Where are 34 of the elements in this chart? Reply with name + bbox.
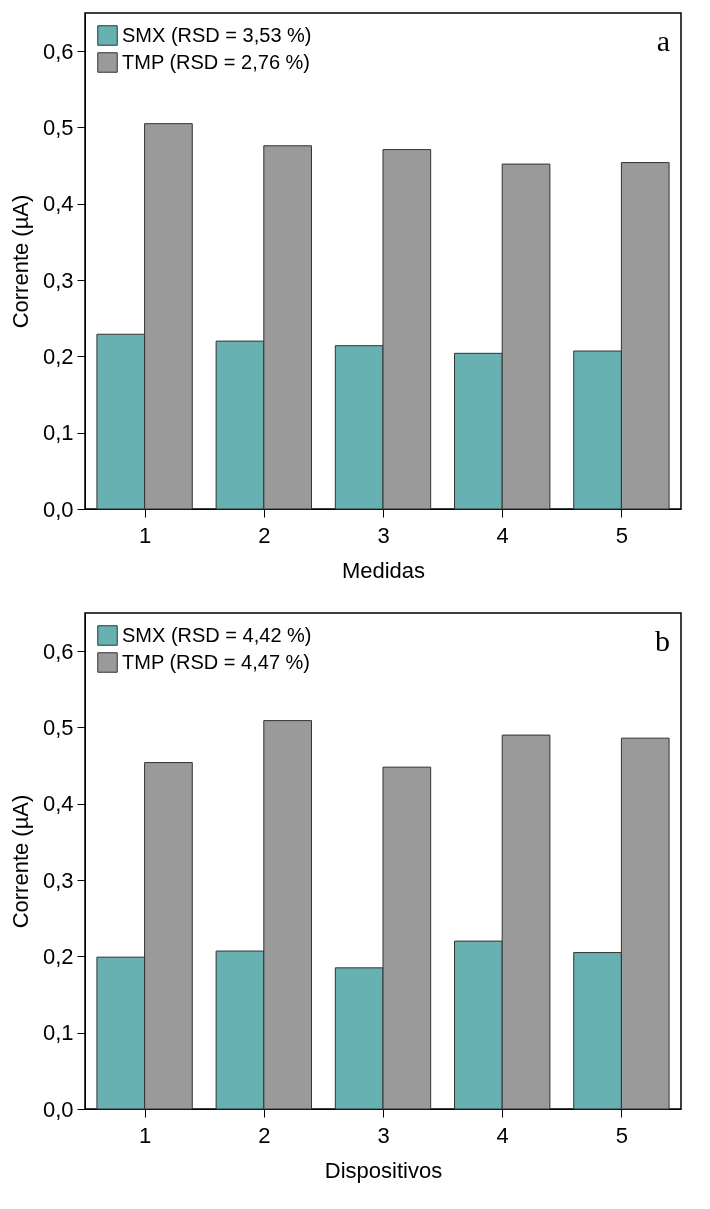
y-tick-label: 0,0 (42, 496, 74, 522)
legend-label: TMP (RSD = 2,76 %) (122, 50, 311, 73)
y-tick-label: 0,4 (42, 191, 74, 217)
y-tick-label: 0,3 (42, 867, 74, 893)
x-axis-title: Medidas (341, 557, 426, 583)
y-tick-label: 0,5 (42, 714, 74, 740)
annotation: a (656, 24, 670, 57)
x-tick-label: 4 (496, 1122, 509, 1148)
y-tick-label: 0,1 (42, 1020, 74, 1046)
legend-label: SMX (RSD = 3,53 %) (122, 23, 312, 46)
y-tick-label: 0,2 (42, 943, 74, 969)
y-tick-label: 0,6 (42, 38, 74, 64)
annotation: b (655, 624, 670, 657)
x-axis-title: Dispositivos (324, 1157, 443, 1183)
legend-label: TMP (RSD = 4,47 %) (122, 650, 311, 673)
x-tick-label: 2 (258, 1122, 271, 1148)
y-tick-label: 0,0 (42, 1096, 74, 1122)
y-tick-label: 0,2 (42, 343, 74, 369)
y-tick-label: 0,3 (42, 267, 74, 293)
y-tick-label: 0,4 (42, 791, 74, 817)
x-tick-label: 2 (258, 522, 271, 548)
y-tick-label: 0,6 (42, 638, 74, 664)
y-tick-label: 0,1 (42, 420, 74, 446)
y-axis-title: Corrente (µA) (7, 794, 33, 929)
x-tick-label: 5 (615, 1122, 629, 1148)
y-tick-label: 0,5 (42, 114, 74, 140)
x-tick-label: 1 (138, 1122, 152, 1148)
x-tick-label: 1 (138, 522, 152, 548)
x-tick-label: 4 (496, 522, 509, 548)
x-tick-label: 3 (377, 522, 390, 548)
legend-label: SMX (RSD = 4,42 %) (122, 623, 312, 646)
x-tick-label: 5 (615, 522, 629, 548)
y-axis-title: Corrente (µA) (7, 194, 33, 329)
x-tick-label: 3 (377, 1122, 390, 1148)
